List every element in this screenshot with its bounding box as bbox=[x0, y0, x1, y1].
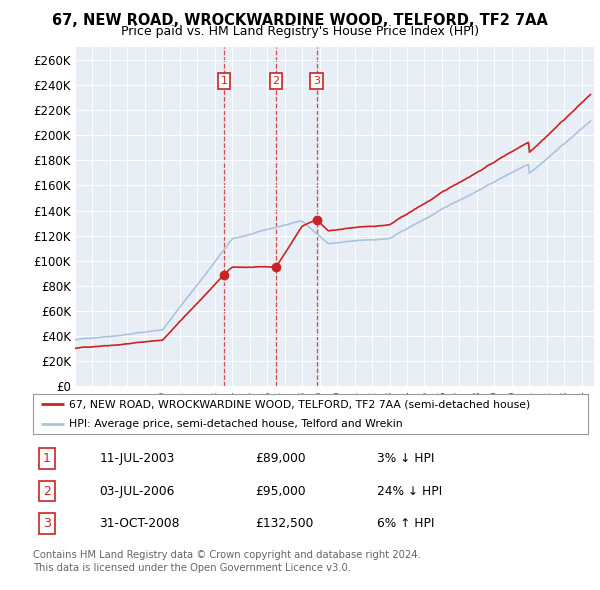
Text: 2: 2 bbox=[272, 76, 280, 86]
Text: 2: 2 bbox=[43, 484, 51, 497]
Text: £132,500: £132,500 bbox=[255, 517, 313, 530]
Text: 11-JUL-2003: 11-JUL-2003 bbox=[100, 452, 175, 465]
Text: 24% ↓ HPI: 24% ↓ HPI bbox=[377, 484, 442, 497]
Text: 67, NEW ROAD, WROCKWARDINE WOOD, TELFORD, TF2 7AA: 67, NEW ROAD, WROCKWARDINE WOOD, TELFORD… bbox=[52, 13, 548, 28]
Text: £89,000: £89,000 bbox=[255, 452, 305, 465]
Text: 1: 1 bbox=[221, 76, 227, 86]
Text: 6% ↑ HPI: 6% ↑ HPI bbox=[377, 517, 434, 530]
Text: 31-OCT-2008: 31-OCT-2008 bbox=[100, 517, 180, 530]
Text: 3: 3 bbox=[313, 76, 320, 86]
Text: £95,000: £95,000 bbox=[255, 484, 305, 497]
Text: 03-JUL-2006: 03-JUL-2006 bbox=[100, 484, 175, 497]
Text: 3% ↓ HPI: 3% ↓ HPI bbox=[377, 452, 434, 465]
Text: Price paid vs. HM Land Registry's House Price Index (HPI): Price paid vs. HM Land Registry's House … bbox=[121, 25, 479, 38]
Text: 1: 1 bbox=[43, 452, 51, 465]
Text: HPI: Average price, semi-detached house, Telford and Wrekin: HPI: Average price, semi-detached house,… bbox=[69, 419, 403, 428]
Text: 67, NEW ROAD, WROCKWARDINE WOOD, TELFORD, TF2 7AA (semi-detached house): 67, NEW ROAD, WROCKWARDINE WOOD, TELFORD… bbox=[69, 399, 530, 409]
Text: 3: 3 bbox=[43, 517, 51, 530]
Text: This data is licensed under the Open Government Licence v3.0.: This data is licensed under the Open Gov… bbox=[33, 563, 351, 573]
Text: Contains HM Land Registry data © Crown copyright and database right 2024.: Contains HM Land Registry data © Crown c… bbox=[33, 550, 421, 560]
